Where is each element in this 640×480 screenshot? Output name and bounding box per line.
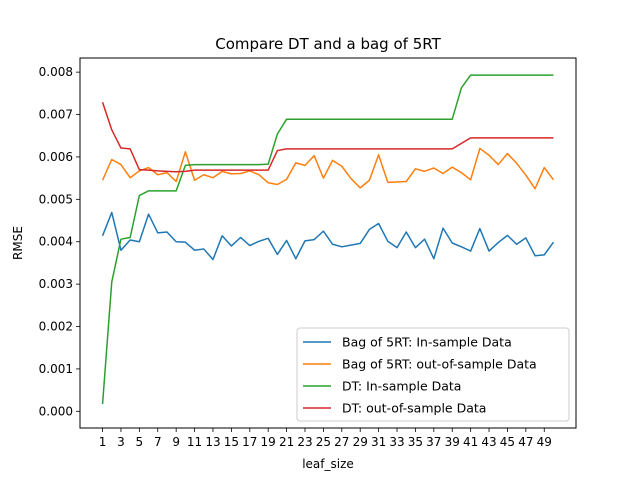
legend-label-1: Bag of 5RT: In-sample Data <box>342 335 512 350</box>
x-tick-label: 27 <box>334 435 349 449</box>
x-tick-label: 29 <box>353 435 368 449</box>
plot-frame <box>79 57 577 429</box>
y-tick-label: 0.002 <box>39 320 73 334</box>
y-tick-label: 0.007 <box>39 108 73 122</box>
x-tick-label: 43 <box>481 435 496 449</box>
legend-box <box>296 327 570 422</box>
x-tick-label: 17 <box>242 435 257 449</box>
y-axis-label: RMSE <box>11 226 25 260</box>
legend-label-3: DT: In-sample Data <box>342 379 461 394</box>
x-tick-label: 47 <box>518 435 533 449</box>
x-tick-label: 13 <box>205 435 220 449</box>
x-tick-label: 37 <box>426 435 441 449</box>
x-tick-label: 31 <box>371 435 386 449</box>
y-tick-label: 0.001 <box>39 362 73 376</box>
chart-title: Compare DT and a bag of 5RT <box>215 35 441 53</box>
x-axis-ticks: 1 3 5 7 9 11 13 15 17 19 21 23 25 27 29 31 33 35 37 39 41 43 4… <box>99 428 552 449</box>
x-tick-label: 7 <box>154 435 162 449</box>
x-tick-label: 19 <box>261 435 276 449</box>
x-tick-label: 1 <box>99 435 107 449</box>
y-tick-label: 0.006 <box>39 150 73 164</box>
y-tick-label: 0.003 <box>39 277 73 291</box>
legend-label-4: DT: out-of-sample Data <box>342 401 486 416</box>
y-axis-ticks: 0.000 0.001 0.002 0.003 0.004 0.005 0.006 0.007… <box>39 65 80 418</box>
x-tick-label: 45 <box>500 435 515 449</box>
y-tick-label: 0.005 <box>39 192 73 206</box>
x-tick-label: 33 <box>389 435 404 449</box>
y-tick-label: 0.000 <box>39 404 73 418</box>
y-tick-label: 0.004 <box>39 235 73 249</box>
y-tick-label: 0.008 <box>39 65 73 79</box>
x-axis-label: leaf_size <box>302 457 354 471</box>
series-line-1 <box>101 211 555 261</box>
x-tick-label: 35 <box>408 435 423 449</box>
legend-label-2: Bag of 5RT: out-of-sample Data <box>342 357 537 372</box>
x-tick-label: 49 <box>537 435 552 449</box>
series-line-3 <box>101 74 554 405</box>
x-tick-label: 11 <box>187 435 202 449</box>
x-tick-label: 15 <box>224 435 239 449</box>
x-tick-label: 39 <box>445 435 460 449</box>
plot-lines <box>101 74 555 405</box>
series-line-4 <box>101 102 554 173</box>
series-line-2 <box>101 147 555 190</box>
x-tick-label: 41 <box>463 435 478 449</box>
x-tick-label: 3 <box>117 435 125 449</box>
x-tick-label: 21 <box>279 435 294 449</box>
x-tick-label: 9 <box>172 435 180 449</box>
x-tick-label: 23 <box>297 435 312 449</box>
x-tick-label: 5 <box>136 435 144 449</box>
x-tick-label: 25 <box>316 435 331 449</box>
legend: Bag of 5RT: In-sample Data Bag of 5RT: ou… <box>296 327 570 422</box>
